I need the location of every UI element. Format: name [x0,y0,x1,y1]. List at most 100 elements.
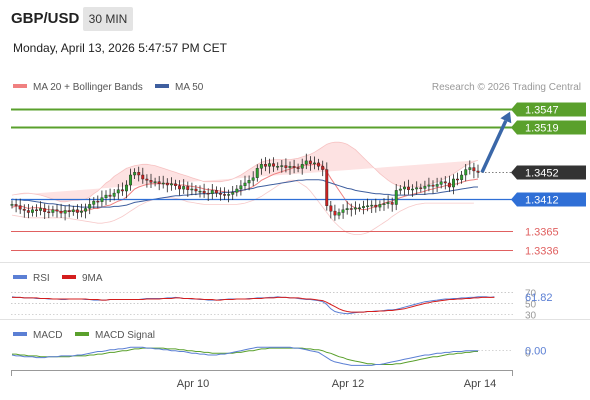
candle [92,197,96,209]
candle-body-up [362,206,365,208]
candle-body-up [358,207,361,210]
candle [456,172,459,186]
candle [51,205,55,217]
candle-body-up [133,172,137,176]
candle-body-up [88,204,92,209]
macd-panel: 00.00 [11,346,546,366]
candle-body-down [472,167,476,172]
level-label-1-3412: 1.3412 [525,195,559,207]
candle-body-down [329,205,333,212]
candle [231,186,235,200]
candle-body-up [243,182,247,186]
bollinger-lower-line [11,179,474,235]
candle [120,182,124,196]
candle [31,205,34,217]
candle-body-up [386,202,390,204]
rsi-value-label: 61.82 [525,292,553,304]
candle-body-down [407,186,410,190]
candle [304,153,308,170]
legend-label-rsi: RSI [33,273,50,284]
candle [423,180,427,195]
candle [308,156,312,171]
macd-signal-line [12,347,478,365]
candle-body-up [153,181,157,183]
candle [133,168,137,179]
candle-body-down [206,192,210,195]
candle [268,158,271,174]
candle-body-up [190,188,194,191]
candle [398,185,402,195]
candle [374,198,378,213]
candle-body-down [333,210,337,216]
candle-body-up [366,205,370,208]
candle-body-down [173,183,177,186]
candle [349,203,353,217]
candle [96,195,100,209]
candle-body-up [337,212,341,216]
level-label-1-3452: 1.3452 [525,168,559,180]
candle-body-up [427,184,431,187]
candle-body-down [157,181,161,184]
candle [321,160,325,177]
candle-body-up [112,192,116,197]
candle-body-down [390,202,394,205]
candle [71,205,75,216]
candle-body-down [43,208,47,212]
candle-body-down [145,178,149,181]
candle [112,189,116,201]
candle [178,180,182,196]
rsi-tick-label-30: 30 [525,310,537,321]
candle [63,205,67,221]
candle-body-up [345,208,349,210]
candle [386,195,390,209]
candle-body-down [456,178,459,181]
candle [137,166,141,182]
candle-body-down [419,187,423,189]
level-tag-pointer-1-3547 [511,102,517,117]
candle [255,164,259,182]
candle-body-down [431,184,435,187]
legend-swatch-ma50 [155,84,169,88]
candle [272,157,275,172]
candle-body-up [198,190,202,193]
candle [317,158,320,171]
candle [169,177,173,191]
candle [145,174,149,188]
candle-body-down [321,166,325,170]
timeframe-button[interactable]: 30 MIN [83,7,133,31]
level-tag-1-3412 [517,192,586,207]
candle-body-down [264,164,267,167]
candle [26,204,30,219]
legend-label-macd-signal: MACD Signal [95,330,155,341]
candle [108,188,112,202]
candle-body-down [47,211,51,214]
candle-body-up [276,166,280,168]
candle [313,156,316,170]
candle-body-up [210,190,214,194]
candle-body-down [67,210,71,212]
candle [129,168,133,191]
bollinger-band-fill [12,142,478,202]
candle-body-down [186,186,190,190]
level-tag-pointer-1-3412 [511,192,517,207]
candle [22,204,26,218]
candle-body-up [411,188,414,191]
candle [100,190,104,207]
level-label-1-3519: 1.3519 [525,123,559,135]
candle-body-up [255,168,259,178]
candle [370,200,374,213]
level-label-1-3336: 1.3336 [525,246,559,258]
candle [173,179,177,190]
candle [353,201,357,215]
macd-legend: MACD MACD Signal [13,330,155,341]
candle-body-down [120,189,124,192]
candle-body-down [149,180,153,183]
candle-body-down [14,204,18,206]
candle [35,204,38,217]
candle [292,159,296,174]
legend-swatch-rsi [13,275,27,279]
candle-body-up [39,208,42,211]
candle-body-down [202,190,206,194]
candle-body-down [349,208,353,210]
